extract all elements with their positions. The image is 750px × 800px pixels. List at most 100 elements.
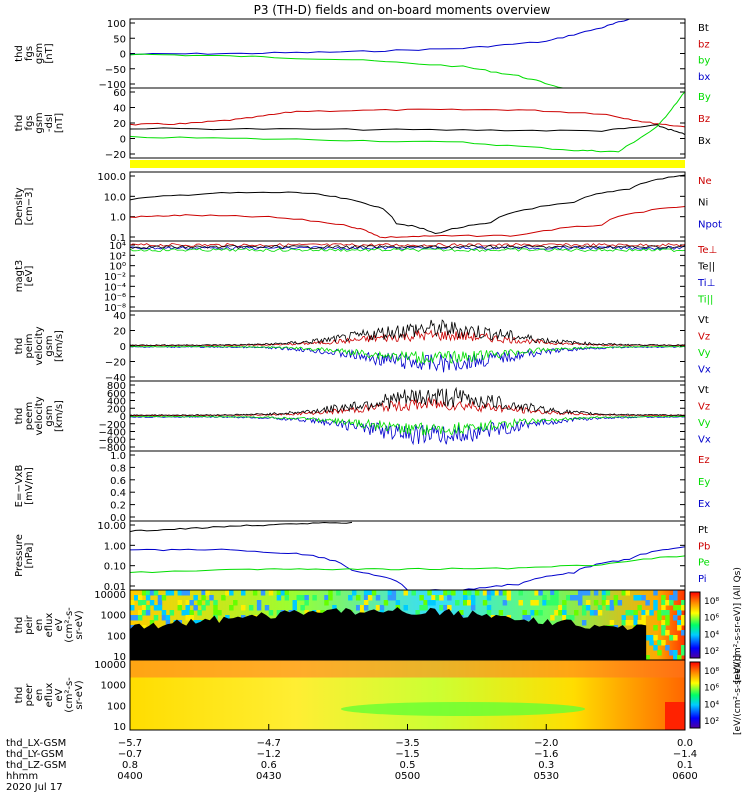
spectrogram-cell <box>201 595 206 601</box>
legend-entry: Pb <box>698 541 710 552</box>
ytick-label: 50 <box>113 34 126 45</box>
legend-entry: Ni <box>698 198 708 209</box>
spectrogram-cell <box>383 600 389 606</box>
spectrogram-cell <box>601 595 607 601</box>
xaxis-value: −4.7 <box>257 738 281 749</box>
spectrogram-cell <box>300 605 305 611</box>
spectrogram-cell <box>280 590 286 596</box>
spectrogram-cell <box>205 590 210 596</box>
spectrogram-cell <box>141 610 147 616</box>
spectrogram-cell <box>149 620 155 626</box>
spectrogram-cell <box>431 600 436 606</box>
spectrogram-cell <box>669 650 674 656</box>
colorbar-tick: 10⁴ <box>704 700 719 710</box>
spectrogram-cell <box>581 620 587 626</box>
spectrogram-cell <box>609 620 615 626</box>
legend-entry: Pe <box>698 558 710 569</box>
spectrogram-cell <box>403 590 408 596</box>
ylabel-line: [km/s] <box>54 400 65 432</box>
ytick-label: 1000 <box>101 681 126 692</box>
colorbar-tick: 10⁴ <box>704 630 719 640</box>
spectrogram-cell <box>530 600 535 606</box>
spectrogram-cell <box>577 600 583 606</box>
spectrogram-cell <box>581 610 587 616</box>
spectrogram-cell <box>153 615 159 621</box>
spectrogram-cell <box>621 590 627 596</box>
spectrogram-cell <box>459 610 464 616</box>
spectrogram-cell <box>681 630 686 636</box>
spectrogram-cell <box>292 600 297 606</box>
xaxis-row-label: hhmm <box>6 771 38 782</box>
spectrogram-cell <box>137 600 143 606</box>
spectrogram-cell <box>391 590 397 596</box>
spectrogram-cell <box>336 590 341 596</box>
spectrogram-cell <box>153 605 159 611</box>
xaxis-value: 0.5 <box>400 760 416 771</box>
legend-entry: Vx <box>698 435 711 446</box>
spectrogram-cell <box>324 600 329 606</box>
spectrogram-cell <box>665 615 670 621</box>
spectrogram-cell <box>284 590 290 596</box>
spectrogram-cell <box>181 610 186 616</box>
spectrogram-cell <box>593 610 599 616</box>
spectrogram-cell <box>130 605 135 611</box>
spectrogram-cell <box>447 605 452 611</box>
ytick-label: 1.0 <box>110 213 126 224</box>
spectrogram-cell <box>304 595 309 601</box>
series-line-Pt <box>129 521 353 533</box>
spectrogram-cell <box>193 620 198 626</box>
ylabel-line: Pressure <box>14 534 25 577</box>
spectrogram-cell <box>328 595 333 601</box>
ytick-label: 100 <box>107 701 126 712</box>
spectrogram-cell <box>657 615 662 621</box>
spectrogram-cell <box>502 600 508 606</box>
colorbar-label: [eV/(cm²-s-sr-eV)] (All Qs) <box>733 567 743 683</box>
ytick-label: 0.6 <box>110 476 126 487</box>
ytick-label: 100.0 <box>97 172 126 183</box>
spectrogram-cell <box>609 600 615 606</box>
spectrogram-cell <box>673 635 678 641</box>
ytick-label: 600 <box>107 389 126 400</box>
legend-entry: Ez <box>698 455 710 466</box>
spectrogram-cell <box>538 610 543 616</box>
ylabel-line: [nT] <box>54 113 65 133</box>
spectrogram-cell <box>379 605 385 611</box>
ylabel-line: thd <box>14 338 25 355</box>
spectrogram-cell <box>625 590 630 596</box>
spectrogram-edge <box>665 702 685 730</box>
spectrogram-cell <box>681 615 686 621</box>
ytick-label: −200 <box>99 420 126 431</box>
panel-frame <box>129 240 686 312</box>
ylabel-line: gsm <box>34 112 45 133</box>
ylabel-line: peir <box>24 614 35 634</box>
colorbar-tick: 10⁸ <box>704 597 719 607</box>
ytick-label: 60 <box>113 88 126 99</box>
spectrogram-cell <box>677 625 682 631</box>
spectrogram-cell <box>526 615 531 621</box>
spectrogram-cell <box>637 605 642 611</box>
spectrogram-cell <box>613 595 619 601</box>
spectrogram-cell <box>657 610 662 616</box>
xaxis-value: 0530 <box>534 771 559 782</box>
spectrogram-cell <box>486 610 492 616</box>
legend-entry: Bx <box>698 136 711 147</box>
ytick-label: 0.01 <box>104 582 126 593</box>
series-line-bx <box>130 18 630 55</box>
spectrogram-cell <box>629 610 634 616</box>
spectrogram-cell <box>177 600 183 606</box>
spectrogram-cell <box>581 605 587 611</box>
series-line-by <box>129 53 563 89</box>
spectrogram-cell <box>443 590 448 596</box>
spectrogram-cell <box>451 590 456 596</box>
spectrogram-cell <box>558 610 563 616</box>
colorbar-tick: 10⁶ <box>704 614 719 624</box>
spectrogram-cell <box>264 605 270 611</box>
spectrogram-cell <box>387 595 393 601</box>
spectrogram-cell <box>486 605 492 611</box>
colorbar-tick: 10² <box>704 717 719 727</box>
spectrogram-cell <box>157 600 163 606</box>
ytick-label: −20 <box>105 150 126 161</box>
legend-entry: Vz <box>698 402 710 413</box>
spectrogram-cell <box>486 590 492 596</box>
